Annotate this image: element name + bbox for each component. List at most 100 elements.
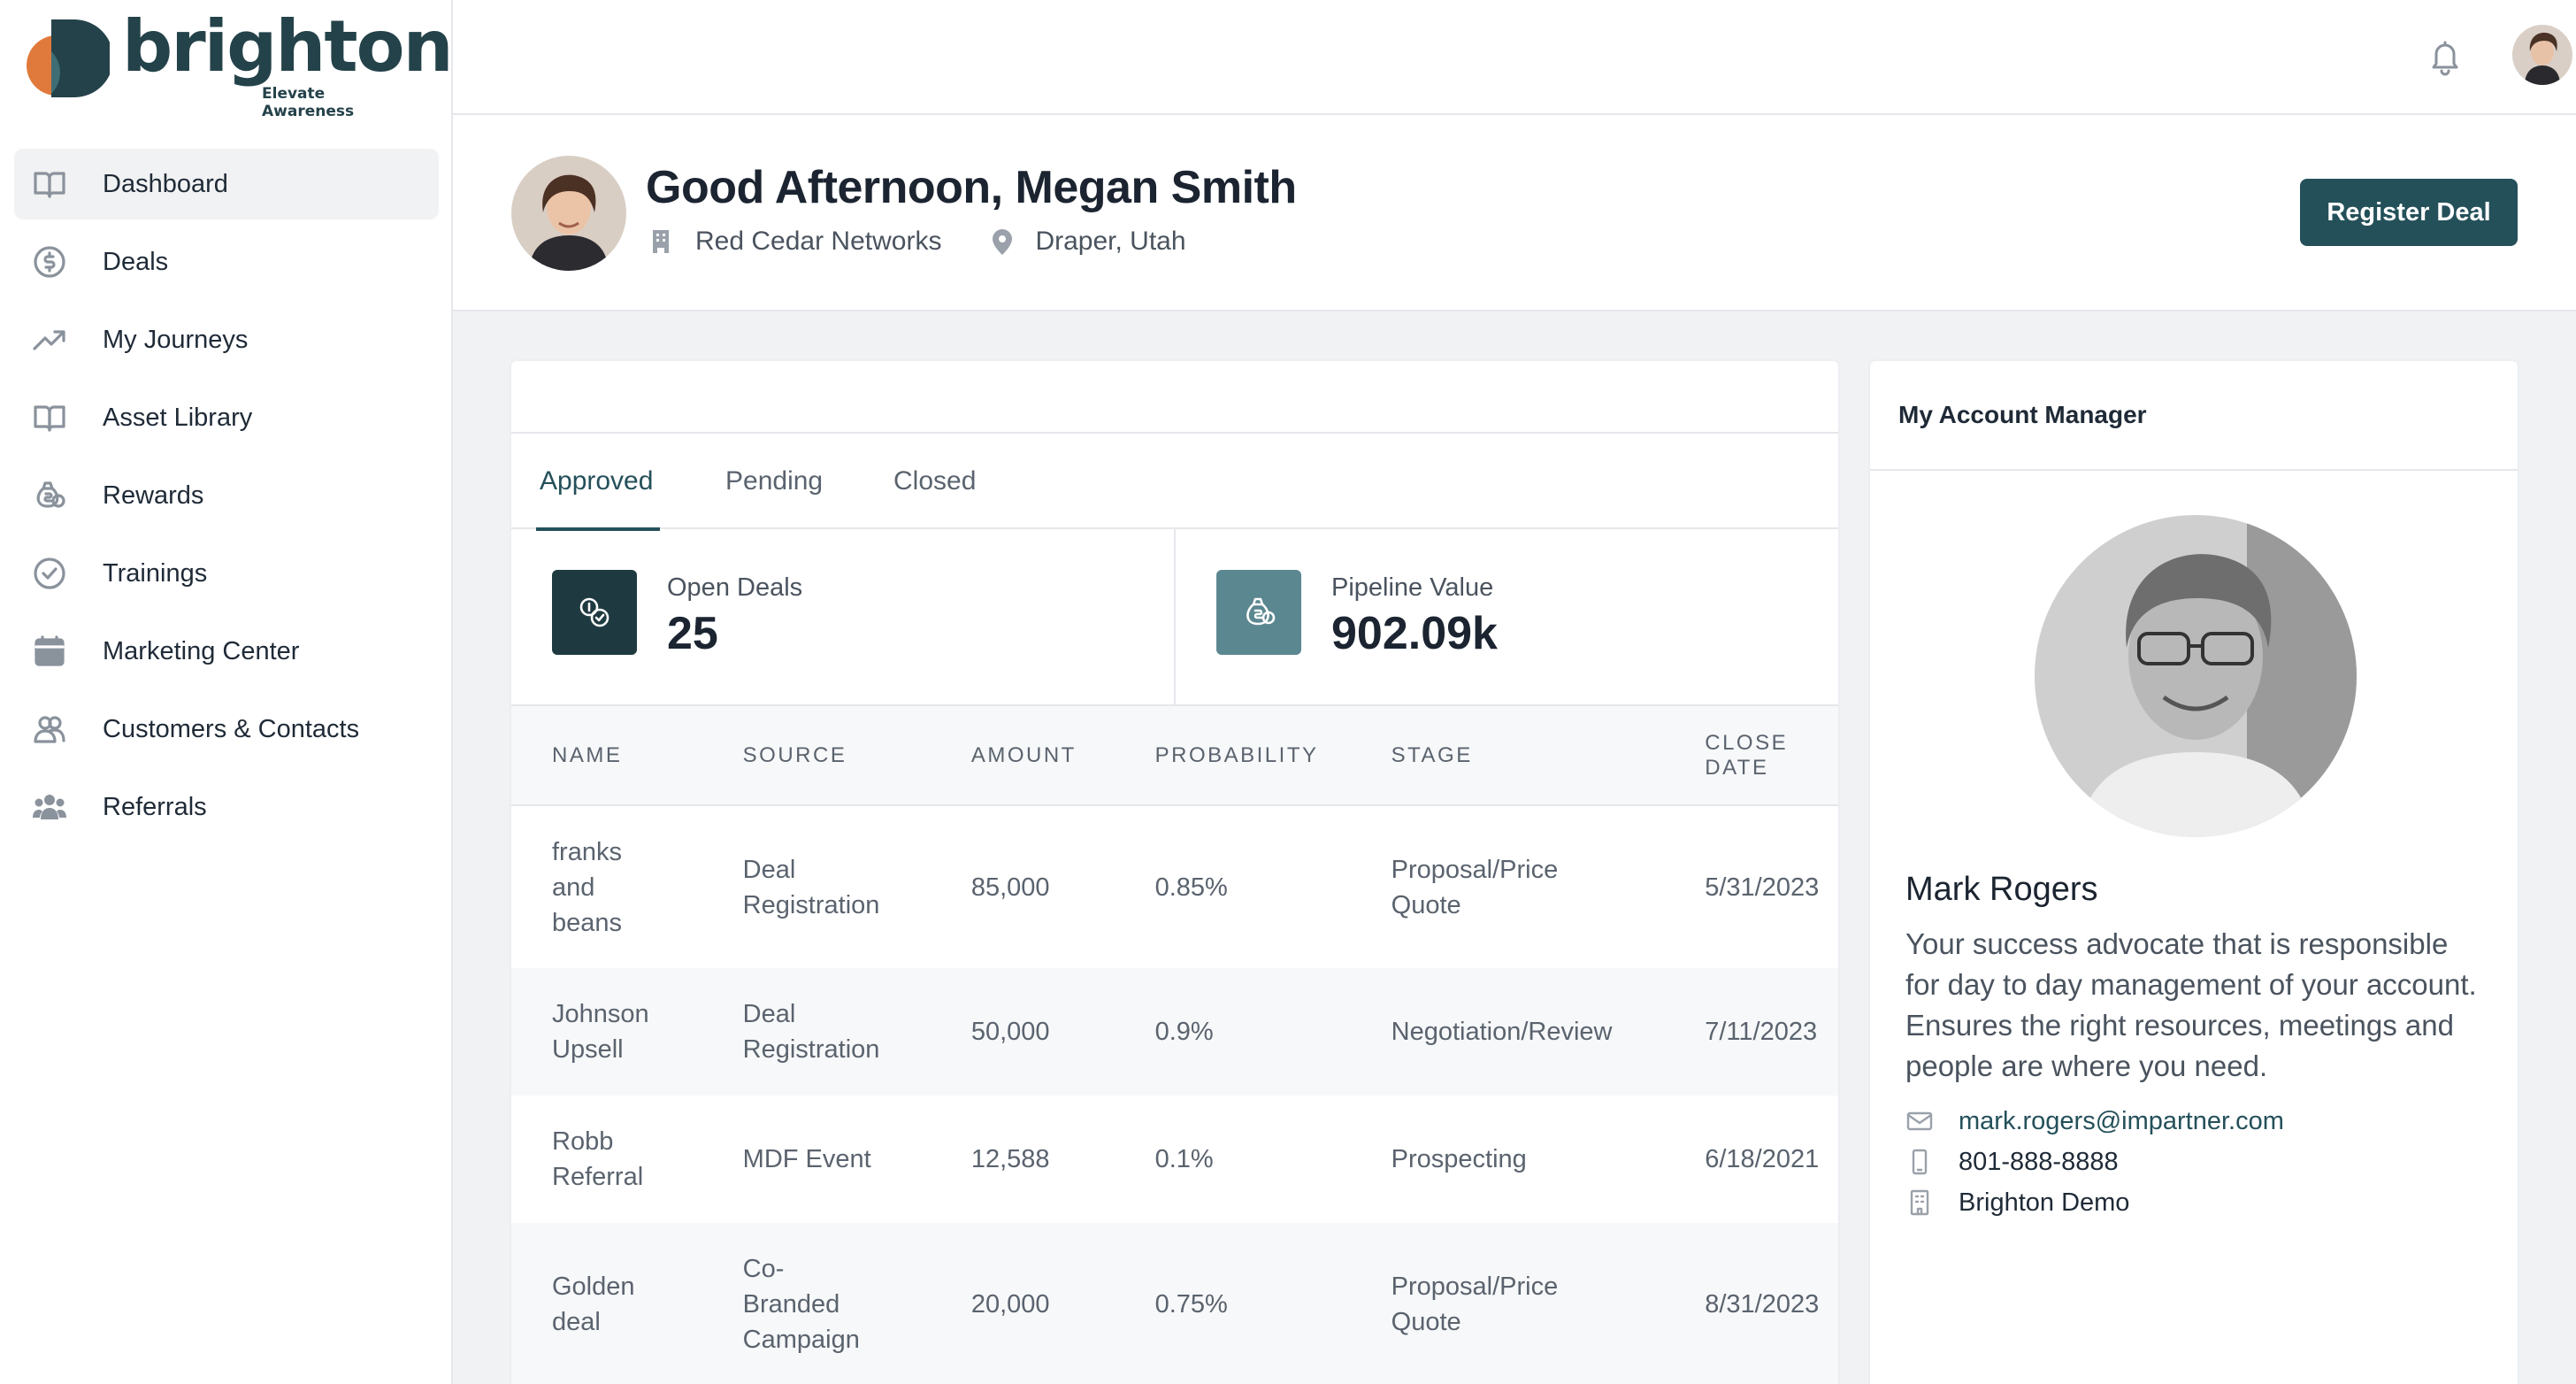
contact-email: mark.rogers@impartner.com	[1905, 1101, 2284, 1142]
table-row[interactable]: Robb Referral MDF Event 12,588 0.1% Pros…	[511, 1096, 1838, 1223]
deal-tabs: Approved Pending Closed	[511, 434, 1838, 531]
location-info: Draper, Utah	[987, 227, 1186, 257]
sidebar-item-deals[interactable]: Deals	[14, 227, 439, 297]
table-row[interactable]: Golden deal Co-Branded Campaign 20,000 0…	[511, 1223, 1838, 1384]
active-tab-indicator	[536, 527, 660, 531]
sidebar-item-label: Deals	[103, 247, 169, 276]
sidebar-item-my-journeys[interactable]: My Journeys	[14, 304, 439, 375]
sidebar-item-label: Trainings	[103, 558, 208, 588]
cell-probability: 0.9%	[1114, 968, 1351, 1096]
book-open-icon	[30, 398, 69, 437]
cell-source: MDF Event	[702, 1096, 931, 1223]
column-header[interactable]: CLOSE DATE	[1664, 706, 1838, 806]
register-deal-button[interactable]: Register Deal	[2300, 179, 2518, 246]
cell-amount: 85,000	[930, 805, 1115, 968]
contact-phone: 801-888-8888	[1905, 1142, 2284, 1182]
cell-stage: Prospecting	[1350, 1096, 1665, 1223]
cell-name: Johnson Upsell	[511, 968, 702, 1096]
account-manager-contacts: mark.rogers@impartner.com 801-888-8888 B…	[1905, 1101, 2284, 1223]
sidebar-item-asset-library[interactable]: Asset Library	[14, 382, 439, 453]
tab-label: Pending	[725, 466, 824, 496]
cell-probability: 0.85%	[1114, 805, 1351, 968]
column-header[interactable]: SOURCE	[702, 706, 931, 806]
trending-up-icon	[30, 320, 69, 359]
cell-close-date: 8/31/2023	[1664, 1223, 1838, 1384]
stat-label: Open Deals	[667, 573, 803, 602]
phone-icon	[1912, 1149, 1928, 1175]
cell-close-date: 5/31/2023	[1664, 805, 1838, 968]
tab-approved[interactable]: Approved	[536, 434, 660, 531]
table-row[interactable]: Johnson Upsell Deal Registration 50,000 …	[511, 968, 1838, 1096]
stat-open-deals: Open Deals 25	[511, 529, 1174, 704]
topbar	[453, 0, 2576, 115]
cell-source: Deal Registration	[702, 968, 931, 1096]
cell-probability: 0.1%	[1114, 1096, 1351, 1223]
sidebar-nav: Dashboard Deals My Journeys Asset Librar…	[14, 149, 439, 850]
cell-stage: Proposal/Price Quote	[1350, 805, 1665, 968]
brand-name: brighton	[122, 5, 454, 88]
sidebar-item-label: Customers & Contacts	[103, 714, 360, 743]
column-header[interactable]: PROBABILITY	[1114, 706, 1351, 806]
user-group-icon	[30, 788, 69, 827]
bell-icon[interactable]	[2426, 37, 2465, 76]
cell-source: Co-Branded Campaign	[702, 1223, 931, 1384]
cell-name: Golden deal	[511, 1223, 702, 1384]
stat-pipeline-value: Pipeline Value 902.09k	[1174, 529, 1838, 704]
coins-check-icon	[552, 570, 637, 655]
money-bag-icon	[1216, 570, 1301, 655]
table-row[interactable]: franks and beans Deal Registration 85,00…	[511, 805, 1838, 968]
cell-stage: Proposal/Price Quote	[1350, 1223, 1665, 1384]
check-circle-icon	[30, 554, 69, 593]
tab-closed[interactable]: Closed	[893, 434, 976, 529]
column-header[interactable]: AMOUNT	[930, 706, 1115, 806]
stat-label: Pipeline Value	[1331, 573, 1494, 602]
account-manager-name: Mark Rogers	[1905, 871, 2098, 908]
sidebar-item-customers-contacts[interactable]: Customers & Contacts	[14, 694, 439, 765]
dollar-circle-icon	[30, 242, 69, 281]
building-icon	[1910, 1189, 1929, 1216]
user-avatar[interactable]	[2512, 25, 2572, 85]
cell-source: Deal Registration	[702, 805, 931, 968]
deals-card: Approved Pending Closed Open Deals 25 Pi…	[510, 359, 1840, 1384]
profile-avatar	[511, 156, 626, 271]
building-icon	[653, 230, 669, 253]
sidebar-item-label: Rewards	[103, 481, 204, 510]
cell-name: franks and beans	[511, 805, 702, 968]
page-title: Good Afternoon, Megan Smith	[646, 162, 1297, 213]
users-icon	[30, 710, 69, 749]
column-header[interactable]: NAME	[511, 706, 702, 806]
column-header[interactable]: STAGE	[1350, 706, 1665, 806]
brand-logo[interactable]: brighton Elevate Awareness	[25, 5, 454, 120]
account-manager-description: Your success advocate that is responsibl…	[1905, 927, 2477, 1082]
sidebar-item-trainings[interactable]: Trainings	[14, 538, 439, 609]
card-title: My Account Manager	[1870, 361, 2518, 471]
email-link[interactable]: mark.rogers@impartner.com	[1959, 1106, 2284, 1135]
deals-table: NAME SOURCE AMOUNT PROBABILITY STAGE CLO…	[511, 706, 1838, 1384]
money-bag-icon	[30, 476, 69, 515]
profile-meta: Red Cedar Networks Draper, Utah	[648, 227, 1232, 257]
sidebar-item-rewards[interactable]: Rewards	[14, 460, 439, 531]
sidebar-item-dashboard[interactable]: Dashboard	[14, 149, 439, 219]
tab-pending[interactable]: Pending	[725, 434, 823, 529]
sidebar-item-label: My Journeys	[103, 325, 249, 354]
cell-name: Robb Referral	[511, 1096, 702, 1223]
brand-logo-mark-icon	[27, 19, 110, 97]
sidebar-item-label: Asset Library	[103, 403, 253, 432]
sidebar-item-label: Marketing Center	[103, 636, 300, 665]
book-open-icon	[30, 165, 69, 204]
sidebar-item-label: Referrals	[103, 792, 207, 821]
cell-stage: Negotiation/Review	[1350, 968, 1665, 1096]
tab-label: Approved	[540, 466, 654, 496]
table-header-row: NAME SOURCE AMOUNT PROBABILITY STAGE CLO…	[511, 706, 1838, 806]
sidebar: brighton Elevate Awareness Dashboard Dea…	[0, 0, 454, 1384]
tab-label: Closed	[893, 466, 977, 496]
account-manager-card: My Account Manager Mark Rogers Your succ…	[1868, 359, 2519, 1384]
cell-amount: 20,000	[930, 1223, 1115, 1384]
sidebar-item-referrals[interactable]: Referrals	[14, 772, 439, 842]
sidebar-item-marketing-center[interactable]: Marketing Center	[14, 616, 439, 687]
cell-probability: 0.75%	[1114, 1223, 1351, 1384]
phone-number: 801-888-8888	[1959, 1147, 2119, 1176]
company-info: Red Cedar Networks	[648, 227, 941, 257]
cell-close-date: 7/11/2023	[1664, 968, 1838, 1096]
deal-stats: Open Deals 25 Pipeline Value 902.09k	[511, 529, 1838, 706]
